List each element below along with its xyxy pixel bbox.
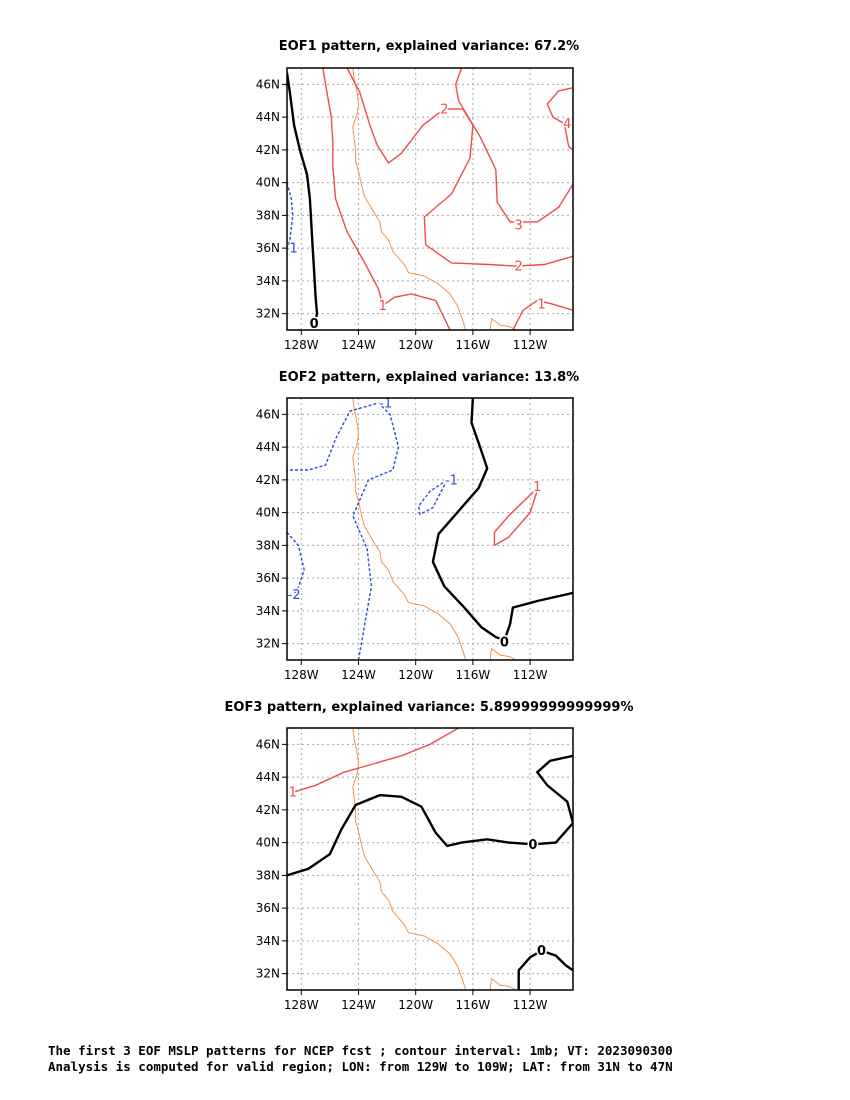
contour-label: 0: [537, 944, 546, 959]
y-tick-label: 36N: [256, 571, 280, 585]
x-tick-label: 112W: [513, 668, 548, 682]
contour-positive: [293, 728, 459, 793]
contour-negative: [287, 531, 305, 597]
contour-label: 2: [440, 102, 448, 117]
y-tick-label: 40N: [256, 836, 280, 850]
contour-label: 0: [310, 317, 319, 332]
contour-positive: [346, 68, 573, 267]
contour-zero: [431, 398, 573, 642]
x-tick-label: 116W: [456, 338, 491, 352]
x-tick-label: 116W: [456, 998, 491, 1012]
eof2-panel: EOF2 pattern, explained variance: 13.8% …: [256, 370, 579, 682]
y-tick-label: 32N: [256, 967, 280, 981]
y-tick-label: 38N: [256, 538, 280, 552]
x-tick-label: 128W: [284, 998, 319, 1012]
y-tick-label: 46N: [256, 77, 280, 91]
y-tick-label: 44N: [256, 110, 280, 124]
y-tick-label: 40N: [256, 506, 280, 520]
coastline: [352, 68, 467, 330]
map-content: 0 -1 -1 -2 1: [287, 396, 573, 660]
gulf-coastline: [489, 317, 517, 330]
map-content: 1 0 0: [287, 728, 573, 990]
plot-frame: [286, 67, 574, 331]
eof3-plot-area: 1 0 0 128W 124W 120W 116W 112W 32N 34N 36N 38N 40N 42…: [256, 727, 574, 1012]
y-tick-label: 32N: [256, 637, 280, 651]
y-tick-label: 36N: [256, 901, 280, 915]
x-tick-label: 120W: [398, 668, 433, 682]
y-tick-label: 46N: [256, 737, 280, 751]
y-tick-label: 42N: [256, 803, 280, 817]
x-tick-label: 120W: [398, 998, 433, 1012]
y-tick-label: 42N: [256, 143, 280, 157]
y-tick-label: 44N: [256, 770, 280, 784]
x-tick-label: 124W: [341, 998, 376, 1012]
y-tick-label: 32N: [256, 307, 280, 321]
contour-label: -1: [445, 473, 458, 488]
eof2-title: EOF2 pattern, explained variance: 13.8%: [279, 370, 579, 385]
x-tick-label: 120W: [398, 338, 433, 352]
plot-frame: [286, 397, 574, 661]
contour-positive: [512, 299, 573, 330]
y-tick-label: 34N: [256, 274, 280, 288]
y-tick-label: 46N: [256, 407, 280, 421]
y-tick-label: 44N: [256, 440, 280, 454]
caption-line-1: The first 3 EOF MSLP patterns for NCEP f…: [48, 1043, 673, 1058]
gulf-coastline: [489, 647, 517, 660]
eof1-plot-area: 0 -1 1 1 2 2 3 4 128W 124W 120W 116W 112W 32N 34N 36N 38…: [256, 67, 574, 352]
contour-label: 1: [533, 480, 541, 495]
contour-label: 0: [528, 838, 537, 853]
y-tick-label: 40N: [256, 176, 280, 190]
y-tick-label: 42N: [256, 473, 280, 487]
x-tick-label: 124W: [341, 668, 376, 682]
contour-positive: [454, 68, 573, 223]
contour-label: 1: [289, 785, 297, 800]
y-tick-label: 34N: [256, 604, 280, 618]
y-tick-label: 38N: [256, 868, 280, 882]
contour-negative: [287, 182, 294, 250]
contour-label: 4: [563, 117, 571, 132]
x-tick-label: 128W: [284, 668, 319, 682]
contour-negative: [417, 479, 448, 516]
y-tick-label: 34N: [256, 934, 280, 948]
coastline: [352, 398, 467, 660]
contour-label: -1: [379, 396, 392, 411]
y-tick-label: 36N: [256, 241, 280, 255]
eof3-title: EOF3 pattern, explained variance: 5.8999…: [225, 700, 634, 715]
contour-zero: [287, 72, 319, 325]
map-content: 0 -1 1 1 2 2 3 4: [285, 68, 573, 332]
contour-label: 3: [515, 219, 523, 234]
x-tick-label: 128W: [284, 338, 319, 352]
contour-label: 2: [515, 260, 523, 275]
caption-line-2: Analysis is computed for valid region; L…: [48, 1059, 673, 1074]
eof2-plot-area: 0 -1 -1 -2 1 128W 124W 120W 116W 112W 32N 34N 36N 38N…: [256, 396, 574, 682]
contour-positive: [322, 68, 451, 330]
eof1-panel: EOF1 pattern, explained variance: 67.2% …: [256, 39, 579, 352]
contour-positive: [546, 87, 573, 151]
gulf-coastline: [489, 977, 517, 990]
contour-label: 1: [379, 299, 387, 314]
x-tick-label: 112W: [513, 998, 548, 1012]
eof3-panel: EOF3 pattern, explained variance: 5.8999…: [225, 700, 634, 1012]
contour-label: 0: [500, 635, 509, 650]
contour-negative: [287, 402, 400, 660]
contour-label: -1: [285, 242, 298, 257]
coastline: [352, 728, 467, 990]
contour-zero: [287, 754, 573, 877]
x-tick-label: 124W: [341, 338, 376, 352]
x-tick-label: 112W: [513, 338, 548, 352]
eof1-title: EOF1 pattern, explained variance: 67.2%: [279, 39, 579, 54]
x-tick-label: 116W: [456, 668, 491, 682]
contour-positive: [493, 485, 540, 547]
plot-frame: [286, 727, 574, 991]
y-tick-label: 38N: [256, 208, 280, 222]
contour-zero: [517, 949, 573, 990]
contour-label: -2: [288, 588, 301, 603]
contour-label: 1: [537, 297, 545, 312]
